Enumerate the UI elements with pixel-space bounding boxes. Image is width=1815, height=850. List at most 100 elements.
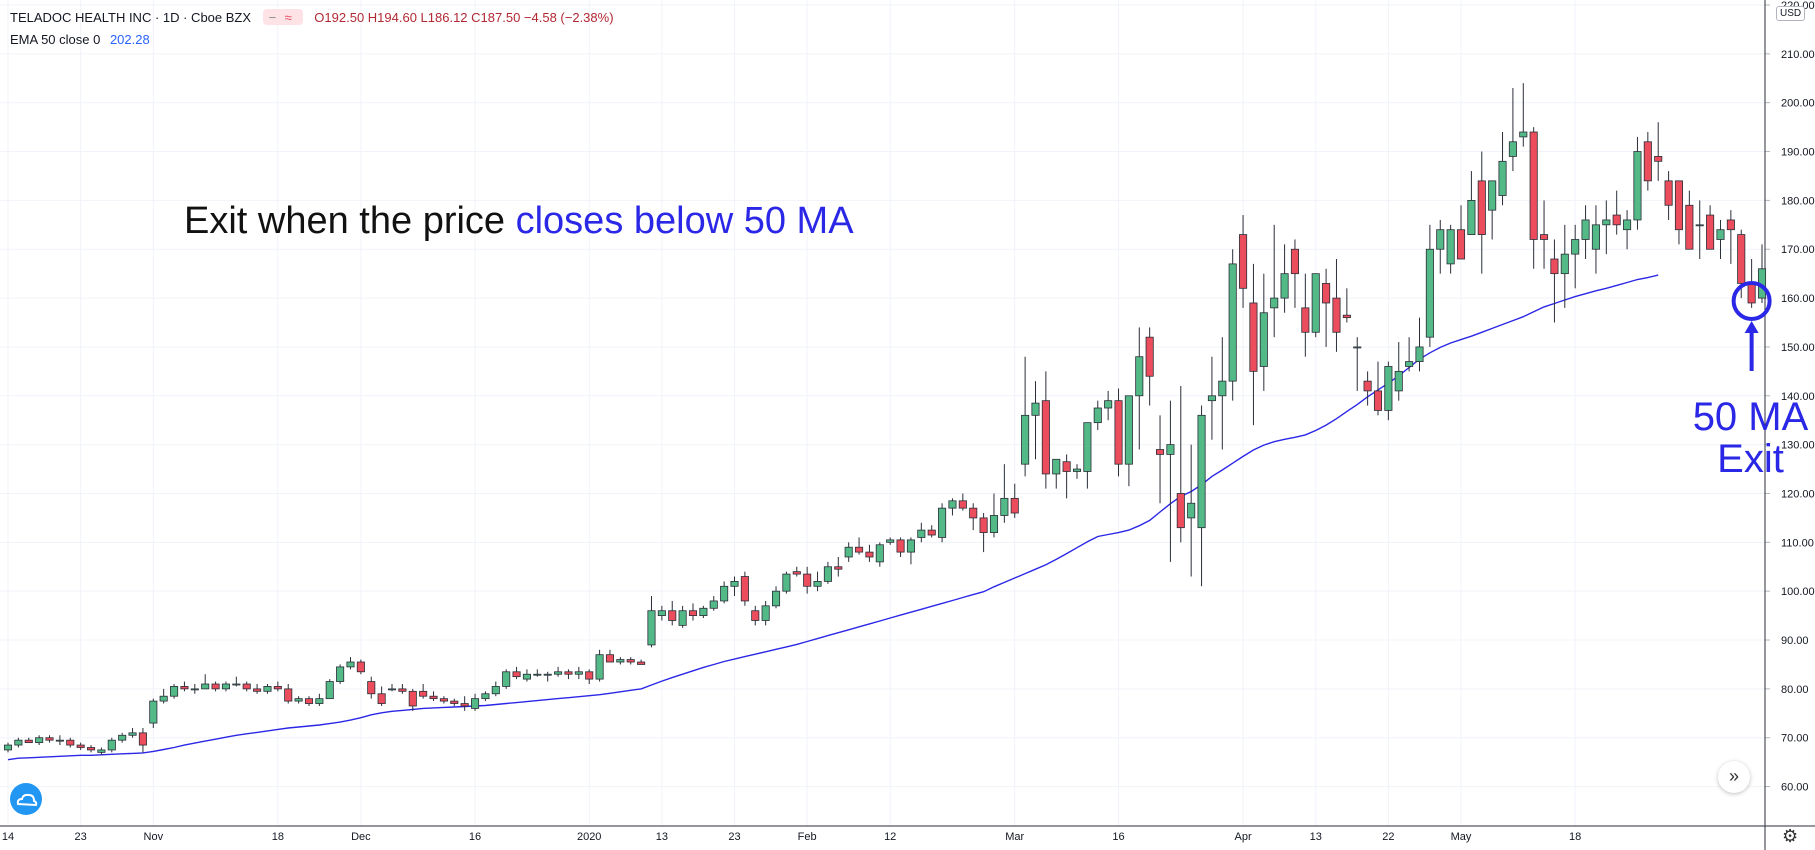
candle	[201, 674, 210, 690]
gear-icon[interactable]: ⚙	[1782, 826, 1799, 846]
x-tick-label: 23	[728, 831, 740, 843]
candle-body-down	[512, 671, 521, 678]
candle-body-down	[180, 686, 189, 690]
candle	[439, 696, 448, 704]
candle-body-down	[1249, 302, 1258, 372]
candle-body-down	[86, 747, 96, 751]
candle-body-up	[1571, 239, 1580, 255]
y-tick-label: 150.00	[1781, 342, 1815, 354]
candle-body-up	[1259, 312, 1268, 367]
candle	[927, 525, 936, 538]
candle	[979, 513, 988, 553]
candle	[1571, 224, 1580, 289]
candle	[118, 732, 127, 743]
candle-body-up	[55, 739, 64, 742]
candle	[875, 542, 884, 567]
candle-body-up	[1498, 160, 1507, 196]
candle	[1623, 210, 1632, 250]
candle	[564, 669, 573, 680]
candle-body-up	[823, 566, 832, 582]
candle-body-up	[1166, 444, 1175, 455]
symbol-label[interactable]: TELADOC HEALTH INC · 1D · Cboe BZX	[10, 10, 252, 25]
x-tick-label: 12	[884, 831, 896, 843]
candle	[66, 737, 75, 748]
candle	[605, 649, 614, 663]
candle-body-down	[792, 571, 801, 575]
candle-body-up	[336, 666, 345, 682]
candle-body-up	[1031, 402, 1040, 416]
candle-body-up	[1602, 219, 1611, 226]
candle	[844, 542, 853, 562]
candle-body-up	[1623, 219, 1632, 231]
candle-body-up	[1311, 273, 1320, 333]
candle	[211, 681, 220, 692]
candle-body-down	[688, 610, 698, 617]
indicator-label[interactable]: EMA 50 close 0	[10, 32, 101, 47]
candle-body-down	[1540, 234, 1549, 240]
candle	[86, 745, 96, 753]
candle-body-down	[1456, 229, 1466, 260]
candle-body-up	[1104, 400, 1113, 409]
x-tick-label: 22	[1382, 831, 1394, 843]
grid	[0, 0, 1765, 826]
candle-body-up	[730, 581, 739, 587]
candle-body-up	[1280, 273, 1289, 299]
candle	[1726, 210, 1735, 264]
candle	[1581, 205, 1590, 260]
candle-body-up	[813, 581, 822, 587]
candle-body-down	[740, 576, 749, 602]
candle	[1187, 444, 1196, 577]
candle-body-up	[315, 698, 324, 704]
candle-body-down	[211, 683, 220, 690]
candle	[1083, 422, 1092, 489]
candle-body-down	[1664, 180, 1673, 206]
exit-circle	[1731, 280, 1772, 321]
x-tick-label: 16	[1112, 831, 1124, 843]
candle-body-up	[190, 688, 199, 691]
candle-body-down	[834, 566, 843, 570]
candle-body-down	[1529, 131, 1538, 240]
candle-body-up	[1519, 131, 1528, 138]
candle	[1664, 171, 1673, 220]
candle	[377, 686, 386, 706]
candle-body-up	[1228, 263, 1237, 382]
candle	[896, 537, 905, 557]
candle-body-down	[1301, 307, 1310, 333]
candle	[740, 571, 749, 606]
candle	[1280, 244, 1289, 313]
candle	[419, 683, 428, 699]
candle	[14, 737, 23, 748]
candle	[128, 727, 137, 738]
y-tick-label: 120.00	[1781, 488, 1815, 500]
candle	[1706, 205, 1715, 250]
candle-body-down	[242, 683, 251, 690]
compare-icon[interactable]: − ≈	[262, 9, 303, 25]
ohlc-values: O192.50 H194.60 L186.12 C187.50 −4.58 (−…	[314, 10, 614, 25]
candle	[1290, 239, 1299, 308]
candle	[1674, 180, 1684, 245]
candle-body-up	[844, 546, 853, 558]
scroll-forward-button[interactable]: »	[1718, 761, 1750, 793]
candle-body-up	[1591, 224, 1600, 250]
x-tick-label: 23	[75, 831, 87, 843]
candle-body-up	[1716, 229, 1725, 240]
candle-body-up	[647, 610, 656, 646]
candle	[1560, 224, 1569, 308]
candle	[367, 676, 376, 699]
candle	[1529, 127, 1538, 269]
candle-body-up	[616, 659, 625, 663]
tradingview-cloud-icon[interactable]	[10, 783, 42, 815]
x-tick-label: Apr	[1235, 831, 1252, 843]
candle-body-up	[1197, 414, 1206, 529]
legend: TELADOC HEALTH INC · 1D · Cboe BZX − ≈ O…	[10, 8, 614, 52]
candle	[1591, 205, 1600, 274]
candle	[637, 659, 646, 665]
candle-body-down	[855, 546, 864, 553]
y-tick-label: 100.00	[1781, 586, 1815, 598]
candle	[149, 698, 158, 728]
candle	[595, 649, 604, 682]
currency-badge[interactable]: USD	[1776, 6, 1806, 21]
candle-body-up	[1436, 229, 1445, 250]
candle-body-down	[439, 698, 448, 702]
